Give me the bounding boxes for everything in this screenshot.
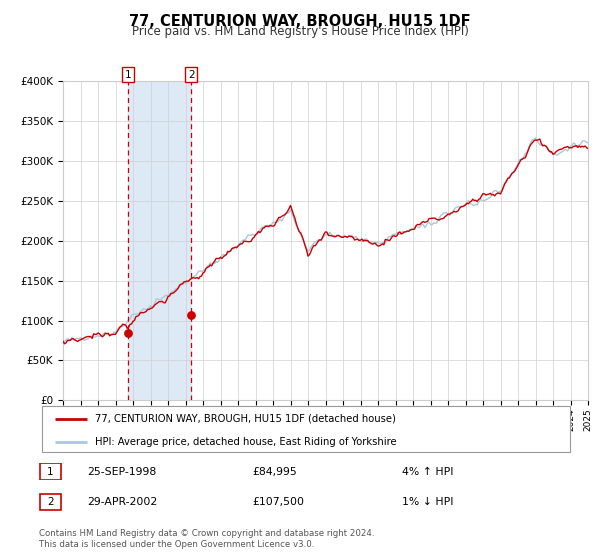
- Text: 25-SEP-1998: 25-SEP-1998: [87, 466, 156, 477]
- Text: 1: 1: [125, 69, 131, 80]
- Bar: [128, 81, 191, 400]
- Text: 1: 1: [47, 466, 54, 477]
- FancyBboxPatch shape: [40, 494, 61, 510]
- Point: [187, 310, 196, 319]
- Text: This data is licensed under the Open Government Licence v3.0.: This data is licensed under the Open Gov…: [39, 540, 314, 549]
- Text: 29-APR-2002: 29-APR-2002: [87, 497, 157, 507]
- Text: 2: 2: [47, 497, 54, 507]
- FancyBboxPatch shape: [42, 406, 570, 452]
- FancyBboxPatch shape: [40, 464, 61, 479]
- Text: 1% ↓ HPI: 1% ↓ HPI: [402, 497, 454, 507]
- Text: Price paid vs. HM Land Registry's House Price Index (HPI): Price paid vs. HM Land Registry's House …: [131, 25, 469, 38]
- Text: 77, CENTURION WAY, BROUGH, HU15 1DF (detached house): 77, CENTURION WAY, BROUGH, HU15 1DF (det…: [95, 414, 395, 424]
- Text: 2: 2: [188, 69, 194, 80]
- Text: £107,500: £107,500: [252, 497, 304, 507]
- Text: 4% ↑ HPI: 4% ↑ HPI: [402, 466, 454, 477]
- Text: HPI: Average price, detached house, East Riding of Yorkshire: HPI: Average price, detached house, East…: [95, 437, 397, 447]
- Text: 77, CENTURION WAY, BROUGH, HU15 1DF: 77, CENTURION WAY, BROUGH, HU15 1DF: [129, 14, 471, 29]
- Text: Contains HM Land Registry data © Crown copyright and database right 2024.: Contains HM Land Registry data © Crown c…: [39, 529, 374, 538]
- Text: £84,995: £84,995: [252, 466, 297, 477]
- Point: [124, 328, 133, 337]
